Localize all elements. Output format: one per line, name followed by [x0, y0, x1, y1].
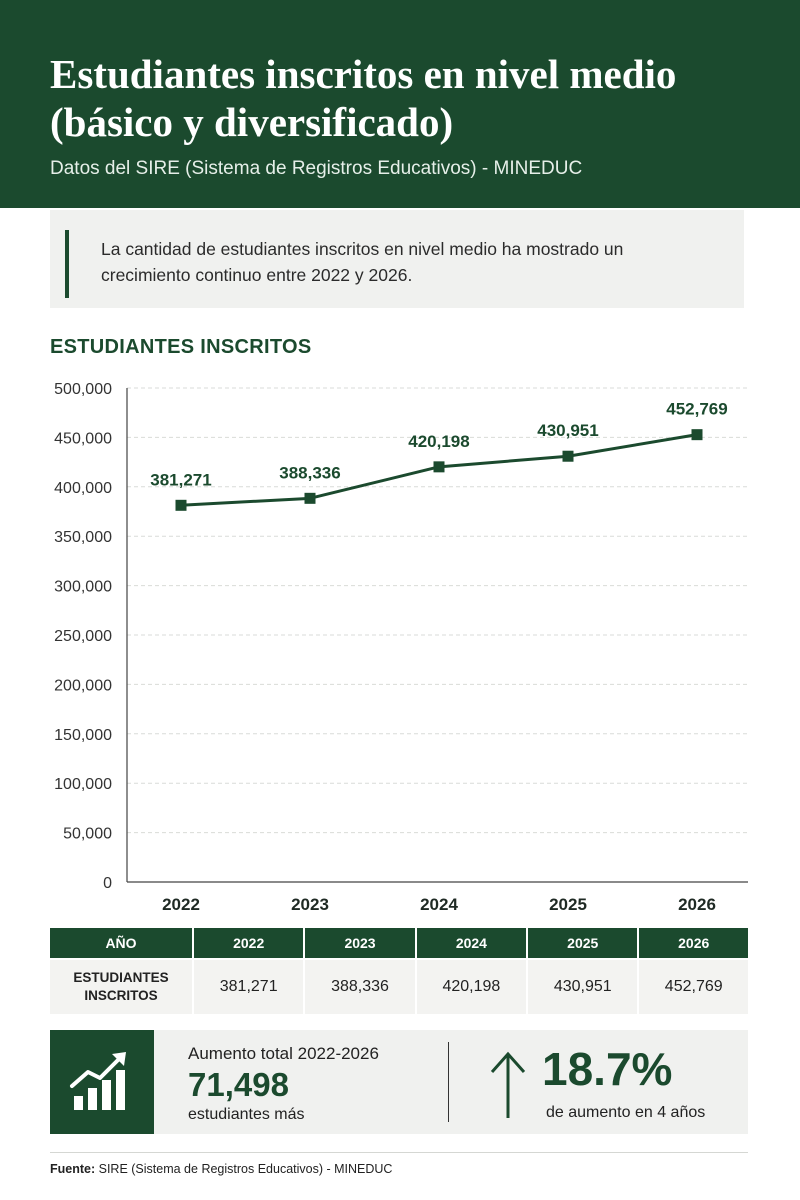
table-cell: 452,769: [637, 958, 748, 1014]
data-table: AÑO 2022 2023 2024 2025 2026 ESTUDIANTES…: [50, 928, 748, 1014]
page-title: Estudiantes inscritos en nivel medio (bá…: [50, 51, 677, 145]
data-label: 430,951: [537, 421, 598, 440]
data-point: [304, 492, 316, 504]
summary-divider: [448, 1042, 449, 1122]
summary-unit: estudiantes más: [188, 1106, 305, 1123]
table-header-year-label: AÑO: [50, 928, 193, 959]
chart-grid: [127, 387, 748, 834]
summary-panel: Aumento total 2022-2026 71,498 estudiant…: [50, 1030, 748, 1134]
intro-accent-bar: [65, 230, 69, 298]
table-header-year: 2024: [414, 928, 528, 959]
y-tick-label: 450,000: [54, 430, 112, 447]
chart-heading: ESTUDIANTES INSCRITOS: [50, 336, 312, 358]
table-cell: 420,198: [414, 958, 528, 1014]
y-tick-label: 350,000: [54, 529, 112, 546]
table-header-row: AÑO 2022 2023 2024 2025 2026: [50, 928, 748, 959]
table-cell: 388,336: [303, 958, 416, 1014]
table-header-year: 2026: [637, 928, 748, 959]
table-header-year: 2025: [526, 928, 639, 959]
data-point: [175, 499, 187, 511]
table-header-year: 2022: [191, 928, 305, 959]
data-label: 381,271: [150, 470, 211, 489]
y-tick-label: 0: [103, 875, 112, 892]
data-label: 420,198: [408, 432, 469, 451]
header-banner: Estudiantes inscritos en nivel medio (bá…: [0, 0, 800, 208]
table-header-year: 2023: [303, 928, 416, 959]
y-tick-label: 250,000: [54, 628, 112, 645]
line-chart: 0 50,000 100,000 150,000 200,000 250,000 300,0…: [54, 381, 748, 914]
footer-label: Fuente:: [50, 1162, 96, 1176]
y-tick-label: 50,000: [63, 826, 112, 843]
footer-source: Fuente: SIRE (Sistema de Registros Educa…: [50, 1162, 392, 1176]
x-tick-label: 2026: [678, 895, 716, 914]
table-row-label: ESTUDIANTES INSCRITOS: [50, 958, 193, 1014]
x-tick-label: 2025: [549, 895, 587, 914]
page-subtitle: Datos del SIRE (Sistema de Registros Edu…: [50, 158, 583, 179]
table-cell: 430,951: [526, 958, 639, 1014]
chart-axes: [126, 388, 748, 883]
intro-text: La cantidad de estudiantes inscritos en …: [101, 239, 624, 285]
table-cell: 381,271: [191, 958, 305, 1014]
data-point: [433, 461, 445, 473]
y-tick-label: 500,000: [54, 381, 112, 398]
summary-icon-box: [50, 1030, 154, 1134]
summary-value: 71,498: [188, 1066, 289, 1103]
y-tick-label: 400,000: [54, 480, 112, 497]
summary-percent: 18.7%: [542, 1043, 673, 1095]
footer-divider: [50, 1152, 748, 1153]
summary-label: Aumento total 2022-2026: [188, 1044, 379, 1063]
data-label: 388,336: [279, 463, 340, 482]
y-tick-label: 300,000: [54, 579, 112, 596]
x-tick-label: 2022: [162, 895, 200, 914]
chart-series: [175, 429, 703, 511]
intro-callout: La cantidad de estudiantes inscritos en …: [50, 210, 744, 308]
x-tick-label: 2023: [291, 895, 329, 914]
x-axis-ticks: 2022 2023 2024 2025 2026: [162, 895, 716, 914]
x-tick-label: 2024: [420, 895, 458, 914]
y-axis-ticks: 0 50,000 100,000 150,000 200,000 250,000 300,0…: [54, 381, 112, 892]
arrow-up-icon: [490, 1051, 526, 1118]
y-tick-label: 150,000: [54, 727, 112, 744]
data-point: [691, 429, 703, 441]
data-point: [562, 450, 574, 462]
y-tick-label: 100,000: [54, 776, 112, 793]
table-row-label-line2: INSCRITOS: [84, 988, 158, 1003]
summary-percent-label: de aumento en 4 años: [546, 1104, 706, 1121]
footer-text: SIRE (Sistema de Registros Educativos) -…: [98, 1162, 393, 1176]
growth-chart-icon: [70, 1052, 126, 1110]
data-label: 452,769: [666, 400, 727, 419]
table-row: ESTUDIANTES INSCRITOS 381,271 388,336 42…: [50, 958, 748, 1014]
y-tick-label: 200,000: [54, 677, 112, 694]
chart-data-labels: 381,271 388,336 420,198 430,951 452,769: [150, 400, 727, 490]
table-row-label-line1: ESTUDIANTES: [73, 970, 169, 985]
